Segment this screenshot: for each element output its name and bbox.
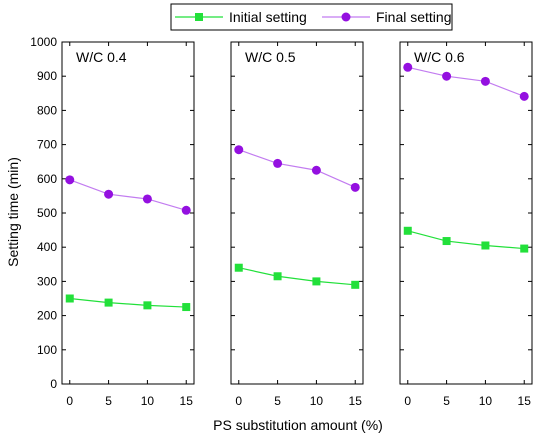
data-point [312, 277, 321, 286]
data-point [181, 205, 191, 215]
panel-frame [230, 41, 364, 385]
y-tick-label: 200 [37, 309, 57, 323]
x-tick-label: 5 [105, 394, 112, 408]
y-tick-label: 800 [37, 103, 57, 117]
x-tick-label: 10 [479, 394, 493, 408]
data-point [481, 241, 490, 250]
series-line [407, 230, 525, 250]
series-line [238, 149, 356, 188]
x-tick-label: 15 [180, 394, 194, 408]
legend-label: Initial setting [229, 9, 307, 25]
panel-title: W/C 0.6 [414, 49, 465, 65]
panel-1: 0 100 200 300 400 500 600 700 800 900 1000 0 5 10 15 W/… [30, 35, 195, 408]
x-tick-label: 15 [349, 394, 363, 408]
series-line [238, 267, 356, 286]
y-tick-label: 1000 [30, 35, 57, 49]
panel-2: 0 5 10 15 W/C 0.5 [230, 41, 364, 408]
data-point [104, 298, 113, 307]
x-tick-label: 0 [404, 394, 411, 408]
x-tick-label: 0 [66, 394, 73, 408]
panel-3: 0 5 10 15 W/C 0.6 [399, 41, 533, 408]
x-tick-label: 10 [310, 394, 324, 408]
panel-frame [399, 41, 533, 385]
y-tick-label: 400 [37, 240, 57, 254]
x-tick-label: 15 [518, 394, 532, 408]
data-point [350, 182, 360, 192]
data-point [311, 165, 321, 175]
x-tick-label: 5 [274, 394, 281, 408]
x-tick-label: 0 [235, 394, 242, 408]
data-point [273, 272, 282, 281]
data-point [234, 263, 243, 272]
legend-marker [195, 13, 203, 21]
data-point [234, 145, 244, 155]
x-axis-title: PS substitution amount (%) [213, 417, 383, 433]
panel-frame [61, 41, 195, 385]
data-point [519, 91, 529, 101]
x-tick-label: 5 [443, 394, 450, 408]
legend: Initial setting Final setting [170, 3, 453, 31]
data-point [403, 62, 413, 72]
data-point [182, 303, 191, 312]
data-point [403, 226, 412, 235]
y-tick-label: 0 [50, 377, 57, 391]
series-line [69, 179, 187, 211]
data-point [65, 175, 75, 185]
legend-label: Final setting [376, 9, 451, 25]
data-point [65, 294, 74, 303]
y-axis-title: Setting time (min) [5, 157, 21, 267]
data-point [442, 237, 451, 246]
panel-title: W/C 0.4 [76, 49, 127, 65]
y-tick-label: 500 [37, 206, 57, 220]
x-tick-label: 10 [141, 394, 155, 408]
series-line [69, 297, 187, 308]
y-tick-label: 900 [37, 69, 57, 83]
data-point [273, 158, 283, 168]
y-tick-label: 300 [37, 274, 57, 288]
data-point [351, 280, 360, 289]
legend-marker [341, 12, 351, 22]
series-line [407, 66, 525, 97]
data-point [143, 301, 152, 310]
data-point [442, 71, 452, 81]
data-point [142, 194, 152, 204]
y-tick-label: 700 [37, 138, 57, 152]
panel-title: W/C 0.5 [245, 49, 296, 65]
data-point [104, 189, 114, 199]
y-tick-label: 600 [37, 172, 57, 186]
data-point [480, 76, 490, 86]
data-point [520, 244, 529, 253]
y-tick-label: 100 [37, 343, 57, 357]
